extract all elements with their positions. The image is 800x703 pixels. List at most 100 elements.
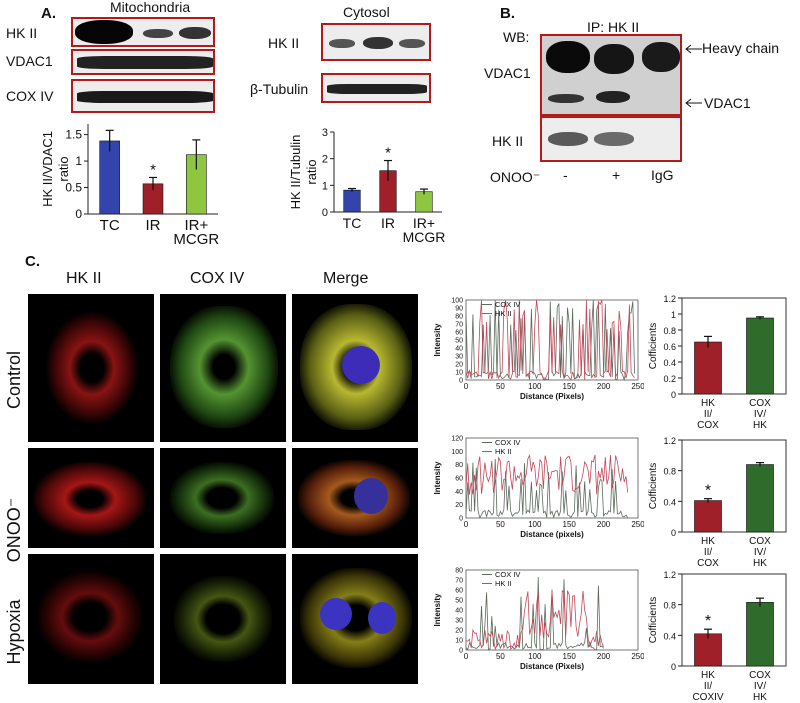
x-tick-label: 0 [464, 652, 469, 661]
x-tick-label: 200 [597, 652, 611, 661]
category-label: MCGR [173, 231, 219, 248]
y-tick-label: 0 [671, 390, 676, 400]
category-label: IV/ [754, 409, 766, 420]
y-tick-label: 3 [322, 127, 328, 139]
bar [343, 189, 361, 213]
lane-label: - [563, 167, 568, 183]
y-tick-label: 0 [671, 528, 676, 538]
y-tick-label: 70 [455, 578, 463, 585]
y-tick-label: 0.8 [663, 326, 676, 336]
micro-hypoxia-cox4 [160, 554, 286, 684]
category-label: IR [146, 217, 161, 234]
cyto-hk2-blot [321, 23, 431, 61]
y-tick-label: 50 [455, 598, 463, 605]
bar [694, 500, 722, 533]
y-axis-label: HK II/Tubulin [288, 135, 303, 210]
category-label: HK [753, 558, 767, 566]
bar [746, 602, 774, 667]
y-tick-label: 0.5 [65, 181, 82, 195]
category-label: COX [697, 558, 719, 566]
micro-onoo-cox4 [160, 448, 286, 548]
col-header-hk2: HK II [66, 270, 102, 287]
cyto-tubulin-blot [321, 73, 431, 103]
y-tick-label: 100 [451, 449, 463, 456]
x-tick-label: 50 [496, 652, 505, 661]
category-label: HK [753, 420, 767, 430]
y-tick-label: 1 [322, 180, 328, 192]
y-tick-label: 0 [459, 648, 463, 655]
y-tick-label: 0.4 [663, 497, 676, 507]
mito-row-label: VDAC1 [6, 53, 53, 69]
vdac1-arrow-label: VDAC1 [704, 95, 751, 111]
x-tick-label: 100 [528, 520, 542, 529]
legend-label: COX IV [495, 300, 520, 309]
hk2-trace [465, 589, 604, 651]
y-tick-label: 1.5 [65, 128, 82, 142]
legend-label: HK II [495, 579, 512, 588]
category-label: TC [343, 215, 362, 231]
y-tick-label: 0.6 [663, 342, 676, 352]
category-label: COX [697, 420, 719, 430]
bar [746, 464, 774, 533]
y-tick-label: 60 [455, 588, 463, 595]
y-tick-label: 0 [75, 207, 82, 221]
x-tick-label: 150 [563, 652, 577, 661]
category-label: HK [701, 398, 715, 409]
category-label: II/ [704, 681, 713, 692]
x-tick-label: 150 [563, 382, 577, 391]
x-tick-label: 250 [631, 382, 644, 391]
x-tick-label: 250 [631, 520, 644, 529]
coef-chart-onoo: 00.40.81.2*HKII/COXIVCOXIV/HKIICofficien… [648, 436, 787, 566]
arrow-icons [685, 44, 702, 108]
y-tick-label: 0.4 [663, 631, 676, 641]
cyto-row-label: HK II [268, 35, 300, 51]
x-tick-label: 200 [597, 382, 611, 391]
micro-onoo-hk2 [28, 448, 154, 548]
micro-onoo-merge [292, 448, 418, 548]
panel-b-letter: B. [500, 5, 515, 22]
mito-cox4-blot [71, 79, 215, 113]
bar [99, 140, 120, 215]
y-tick-label: 20 [455, 502, 463, 509]
x-tick-label: 50 [496, 382, 505, 391]
category-label: IV/ [754, 681, 766, 692]
y-tick-label: 80 [455, 462, 463, 469]
cytosol-title: Cytosol [343, 4, 390, 20]
micro-hypoxia-hk2 [28, 554, 154, 684]
y-tick-label: 0 [459, 378, 463, 385]
plot-frame [681, 573, 787, 667]
y-tick-label: 10 [455, 638, 463, 645]
cox4-trace [465, 458, 629, 519]
category-label: COXIV [692, 692, 723, 700]
x-tick-label: 50 [496, 520, 505, 529]
category-label: IR+ [184, 217, 208, 234]
category-label: IR [381, 215, 395, 231]
legend-label: HK II [495, 309, 512, 318]
x-axis-label: Distance (pixels) [520, 530, 584, 539]
y-axis-label: HK II/VDAC1 [40, 131, 55, 207]
legend-label: COX IV [495, 570, 520, 579]
y-tick-label: 20 [455, 362, 463, 369]
heavy-chain-label: Heavy chain [702, 40, 780, 56]
category-label: IR+ [413, 215, 435, 231]
y-tick-label: 40 [455, 608, 463, 615]
mito-hk2-blot [71, 17, 215, 47]
category-label: HK [701, 670, 715, 681]
y-tick-label: 30 [455, 354, 463, 361]
coef-chart-hypoxia: 00.40.81.2*HKII/COXIVCOXIV/HKIICofficien… [648, 570, 787, 700]
y-tick-label: 0 [322, 207, 328, 219]
y-tick-label: 120 [451, 436, 463, 443]
y-tick-label: 1 [671, 310, 676, 320]
y-tick-label: 1.2 [663, 570, 676, 580]
y-tick-label: 100 [451, 298, 463, 305]
cox4-trace [465, 299, 635, 382]
significance-mark: * [705, 613, 711, 630]
bar [746, 317, 774, 395]
y-axis-label: ratio [56, 156, 71, 181]
hk2-label: HK II [492, 133, 524, 149]
row-label-hypoxia: Hypoxia [4, 599, 24, 665]
panel-a-letter: A. [41, 5, 56, 22]
y-tick-label: 60 [455, 330, 463, 337]
plot-frame [465, 299, 639, 381]
